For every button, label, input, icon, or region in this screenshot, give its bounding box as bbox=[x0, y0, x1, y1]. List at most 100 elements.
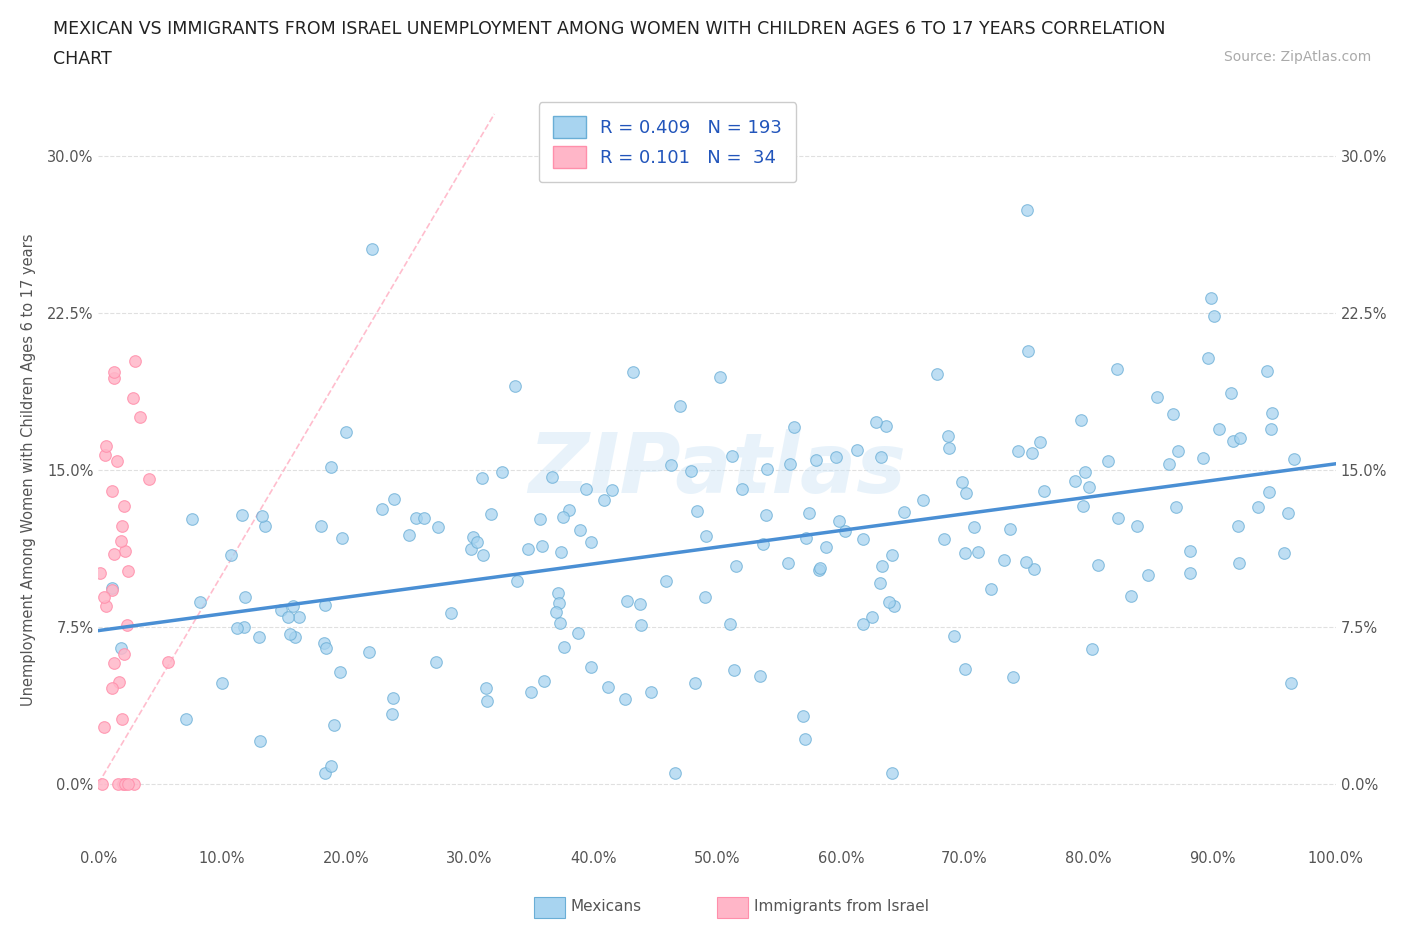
Text: Mexicans: Mexicans bbox=[571, 899, 643, 914]
Point bbox=[100, 484, 122, 498]
Point bbox=[233, 590, 256, 604]
Point bbox=[506, 574, 529, 589]
Point bbox=[465, 535, 488, 550]
Point bbox=[463, 530, 485, 545]
Point bbox=[794, 531, 817, 546]
Point bbox=[1282, 451, 1305, 466]
Point bbox=[1274, 545, 1296, 560]
Point bbox=[108, 674, 131, 689]
Point bbox=[359, 644, 381, 659]
Point bbox=[869, 576, 891, 591]
Point bbox=[211, 675, 233, 690]
Point bbox=[1087, 558, 1109, 573]
Point bbox=[174, 711, 197, 726]
Point bbox=[270, 602, 292, 617]
Point bbox=[413, 511, 436, 525]
Point bbox=[1197, 351, 1219, 365]
Point bbox=[628, 597, 651, 612]
Text: CHART: CHART bbox=[53, 50, 112, 68]
Point bbox=[553, 639, 575, 654]
Point bbox=[1070, 413, 1092, 428]
Point bbox=[993, 552, 1015, 567]
Text: Immigrants from Israel: Immigrants from Israel bbox=[754, 899, 928, 914]
Point bbox=[314, 765, 336, 780]
Point bbox=[955, 485, 977, 500]
Point bbox=[683, 676, 706, 691]
Point bbox=[720, 617, 742, 631]
Point bbox=[558, 502, 581, 517]
Point bbox=[361, 242, 384, 257]
Point bbox=[1208, 421, 1230, 436]
Point bbox=[893, 504, 915, 519]
Point bbox=[1222, 433, 1244, 448]
Point bbox=[1159, 457, 1181, 472]
Point bbox=[101, 582, 124, 597]
Point bbox=[883, 599, 905, 614]
Point bbox=[967, 544, 990, 559]
Point bbox=[950, 475, 973, 490]
Point bbox=[1097, 453, 1119, 468]
Point bbox=[630, 618, 652, 632]
Point bbox=[93, 719, 115, 734]
Point bbox=[749, 669, 772, 684]
Point bbox=[288, 610, 311, 625]
Point bbox=[755, 508, 778, 523]
Point bbox=[963, 519, 986, 534]
Point bbox=[1064, 473, 1087, 488]
Point bbox=[579, 659, 602, 674]
Point bbox=[425, 654, 447, 669]
Point bbox=[112, 646, 135, 661]
Point bbox=[998, 521, 1021, 536]
Point bbox=[1229, 431, 1251, 445]
Point bbox=[664, 765, 686, 780]
Point bbox=[1015, 203, 1038, 218]
Point bbox=[114, 776, 136, 790]
Point bbox=[1178, 565, 1201, 580]
Point bbox=[1107, 362, 1129, 377]
Point bbox=[117, 776, 139, 790]
Point bbox=[249, 734, 271, 749]
Point bbox=[335, 424, 357, 439]
Point bbox=[530, 538, 553, 553]
Point bbox=[479, 507, 502, 522]
Point bbox=[600, 483, 623, 498]
Point bbox=[1227, 556, 1250, 571]
Point bbox=[89, 565, 111, 580]
Point bbox=[114, 498, 136, 513]
Point bbox=[426, 520, 449, 535]
Point bbox=[793, 732, 815, 747]
Point bbox=[1021, 445, 1043, 460]
Point bbox=[1077, 479, 1099, 494]
Point bbox=[124, 776, 146, 790]
Point bbox=[309, 518, 332, 533]
Point bbox=[807, 563, 830, 578]
Point bbox=[1022, 562, 1045, 577]
Point bbox=[1167, 444, 1189, 458]
Point bbox=[226, 620, 249, 635]
Point bbox=[529, 512, 551, 526]
Point bbox=[1166, 499, 1188, 514]
Point bbox=[731, 482, 754, 497]
Point bbox=[668, 399, 690, 414]
Point bbox=[111, 711, 134, 726]
Point bbox=[579, 535, 602, 550]
Point bbox=[550, 545, 572, 560]
Point bbox=[103, 656, 125, 671]
Y-axis label: Unemployment Among Women with Children Ages 6 to 17 years: Unemployment Among Women with Children A… bbox=[21, 233, 37, 706]
Point bbox=[156, 655, 179, 670]
Point bbox=[250, 509, 273, 524]
Point bbox=[1107, 511, 1129, 525]
Point bbox=[1015, 554, 1038, 569]
Point bbox=[709, 370, 731, 385]
Point bbox=[91, 776, 114, 790]
Point bbox=[472, 548, 495, 563]
Point bbox=[551, 510, 574, 525]
Point bbox=[541, 469, 564, 484]
Point bbox=[533, 673, 555, 688]
Point bbox=[567, 626, 589, 641]
Point bbox=[1220, 386, 1243, 401]
Point bbox=[115, 618, 138, 632]
Point bbox=[547, 586, 569, 601]
Point bbox=[882, 548, 904, 563]
Point bbox=[315, 641, 337, 656]
